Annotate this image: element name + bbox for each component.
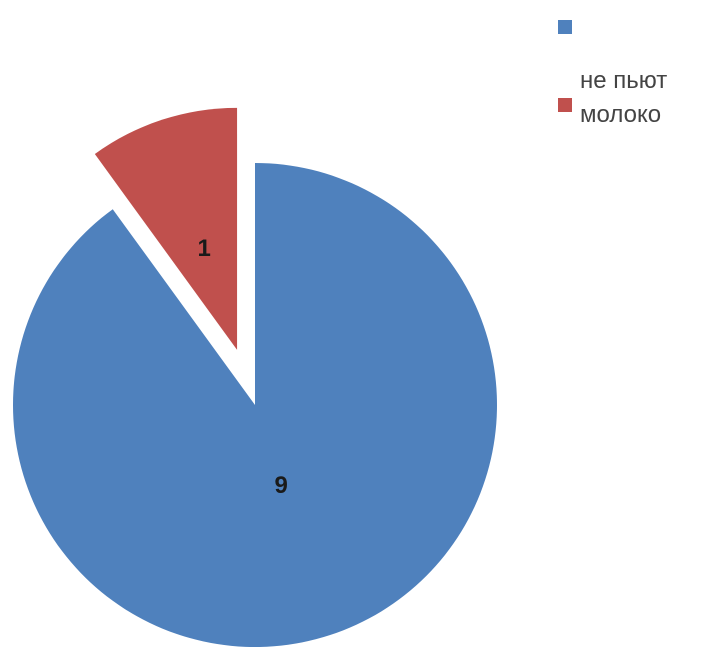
pie-slice-0 [12,163,497,647]
legend-item-1: не пьют молоко [558,64,708,144]
slice-value-label-0: 9 [274,472,287,499]
legend-item-0 [558,12,708,42]
pie-slice-1 [94,107,238,350]
slice-value-label-1: 1 [197,235,210,262]
legend-label-1: не пьют молоко [580,67,668,128]
legend-swatch-0 [558,20,572,34]
legend-swatch-1 [558,98,572,112]
legend: не пьют молоко [558,12,708,144]
